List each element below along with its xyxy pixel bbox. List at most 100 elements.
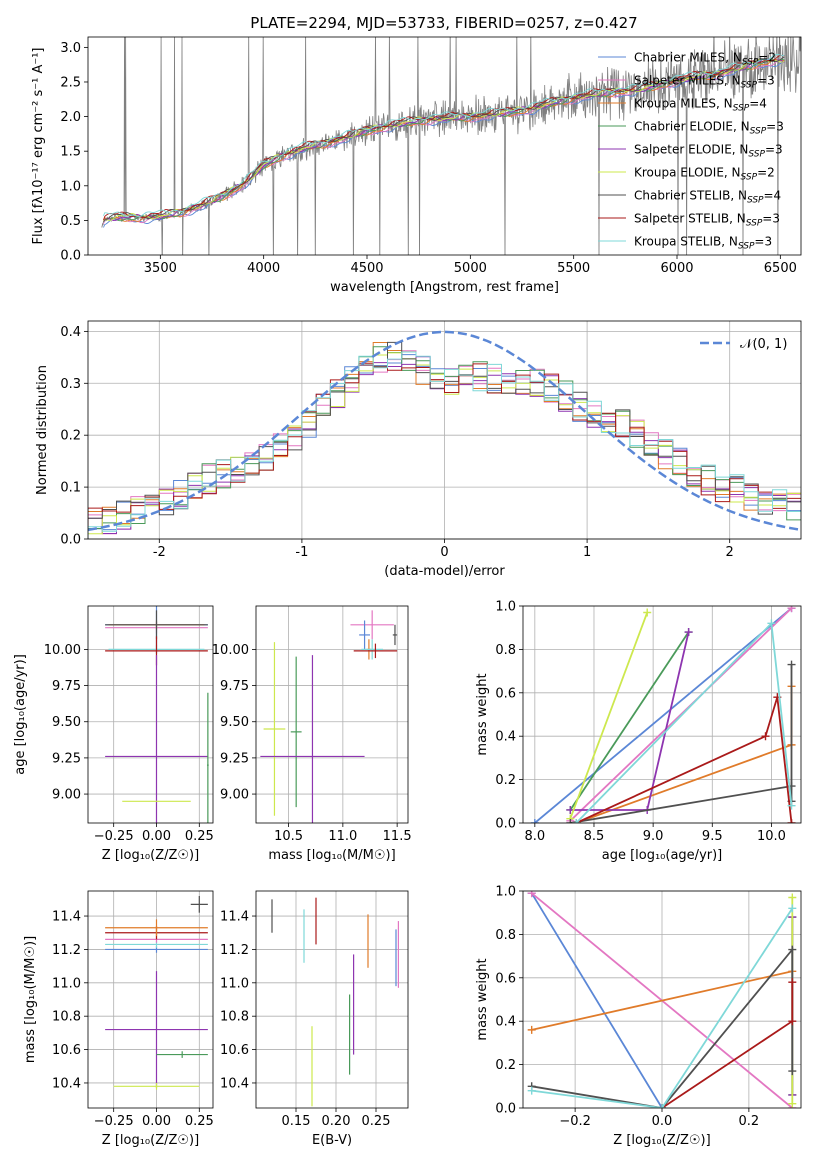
legend-label: Chabrier STELIB, NSSP=4 [634, 189, 781, 206]
axes-frame [255, 890, 409, 1109]
model-line [103, 53, 785, 218]
error-bar-point [207, 692, 209, 823]
y-tick-label: 0.5 [60, 214, 81, 229]
error-bar-point [290, 656, 302, 808]
plot-area [260, 610, 398, 823]
y-tick-label: 9.50 [52, 715, 81, 730]
y-tick-label: 2.0 [60, 110, 81, 125]
plot-area [88, 330, 801, 539]
x-tick-label: −0.25 [94, 829, 134, 844]
weight-line [570, 664, 793, 823]
y-tick-label: 1.5 [60, 145, 81, 160]
y-tick-label: 9.00 [52, 788, 81, 803]
x-tick-label: 0.20 [322, 1114, 351, 1129]
weight-line [569, 631, 690, 811]
error-bar-point [156, 1051, 208, 1058]
y-tick-label: 0.6 [495, 686, 516, 701]
x-axis-label: age [log₁₀(age/yr)] [602, 848, 723, 863]
plus-marker [788, 893, 797, 902]
x-axis-label: E(B-V) [312, 1133, 352, 1148]
legend-label: Kroupa ELODIE, NSSP=2 [634, 166, 775, 183]
legend-label-sub: SSP [733, 104, 750, 114]
legend-label-sub: SSP [750, 127, 767, 137]
x-tick-label: 11.5 [383, 829, 412, 844]
x-tick-label: 4000 [247, 261, 280, 276]
plot-area [271, 897, 399, 1107]
y-tick-label: 10.4 [52, 1076, 81, 1091]
grid-lines [88, 606, 213, 823]
axes-1: -2 -1 0 1 2 0.0 0.1 0.2 0.3 0.4 (data-model)/error… [35, 320, 802, 579]
y-tick-label: 0.2 [60, 429, 81, 444]
y-axis-label: mass [log₁₀(M/M☉)] [23, 936, 38, 1063]
x-tick-label: 0.15 [282, 1114, 311, 1129]
x-axis-label: Z [log₁₀(Z/Z☉)] [102, 1133, 199, 1148]
plus-marker [787, 660, 796, 669]
error-bar-point [105, 655, 208, 823]
plot-area [101, 37, 801, 255]
error-bar-point [392, 624, 398, 646]
error-bar-point [263, 642, 286, 816]
plus-marker [788, 904, 797, 913]
plus-marker [788, 945, 797, 954]
plus-marker [788, 1067, 797, 1076]
legend-label-count: =2 [757, 166, 775, 180]
legend-label-name: Salpeter ELODIE, N [634, 143, 748, 157]
model-line [103, 54, 785, 221]
y-tick-label: 0.8 [495, 643, 516, 658]
plus-marker [761, 732, 770, 741]
error-bar-point [353, 643, 398, 659]
legend-label: Kroupa STELIB, NSSP=3 [634, 235, 772, 252]
weight-line [534, 607, 793, 823]
legend-label-sub: SSP [741, 81, 758, 91]
x-tick-label: 5500 [557, 261, 590, 276]
weight-line [569, 612, 649, 820]
plot-area [527, 891, 797, 1108]
y-tick-label: 0.1 [60, 481, 81, 496]
legend-label: Salpeter STELIB, NSSP=3 [634, 212, 780, 229]
y-tick-label: 0.0 [495, 1102, 516, 1117]
y-tick-label: 1.0 [60, 179, 81, 194]
y-tick-label: 0.2 [495, 773, 516, 788]
y-tick-label: 11.0 [220, 976, 249, 991]
legend-label-count: =2 [758, 51, 776, 65]
y-tick-label: 9.75 [52, 679, 81, 694]
legend-label-sub: SSP [746, 219, 763, 229]
plus-marker [787, 819, 796, 823]
weight-line [661, 982, 794, 1108]
y-tick-label: 10.6 [52, 1043, 81, 1058]
error-bar-point [105, 971, 208, 1088]
weight-line [575, 686, 793, 823]
y-tick-label: 0.0 [60, 249, 81, 264]
y-tick-label: 10.6 [220, 1043, 249, 1058]
weight-line [531, 907, 794, 1108]
y-tick-label: 0.6 [495, 971, 516, 986]
plus-marker [566, 819, 575, 823]
y-tick-label: 0.8 [495, 928, 516, 943]
normal-curve [88, 330, 801, 532]
legend-label-name: Kroupa STELIB, N [634, 235, 738, 249]
x-tick-label: 4500 [350, 261, 383, 276]
y-tick-label: 0.0 [60, 533, 81, 548]
x-axis-label: Z [log₁₀(Z/Z☉)] [613, 1133, 710, 1148]
plot-area [105, 606, 209, 823]
y-tick-label: 9.75 [220, 679, 249, 694]
weight-line [575, 696, 793, 823]
axes-frame [87, 890, 214, 1109]
x-axis-label: mass [log₁₀(M/M☉)] [268, 848, 395, 863]
plus-marker [767, 619, 776, 628]
error-bar-point [361, 639, 384, 660]
plus-marker [787, 606, 796, 613]
y-tick-label: 10.8 [220, 1010, 249, 1025]
x-tick-label: 1 [583, 545, 591, 560]
y-tick-label: 11.4 [52, 910, 81, 925]
plus-marker [643, 608, 652, 617]
plus-marker [787, 801, 796, 810]
plot-area [530, 606, 796, 823]
x-tick-label: 0.2 [739, 1114, 760, 1129]
x-tick-label: 0.25 [185, 1114, 214, 1129]
x-tick-label: 11.0 [328, 829, 357, 844]
y-tick-label: 11.0 [52, 976, 81, 991]
x-tick-label: 3500 [144, 261, 177, 276]
legend-label-sub: SSP [747, 196, 764, 206]
legend-label-sub: SSP [742, 58, 759, 68]
